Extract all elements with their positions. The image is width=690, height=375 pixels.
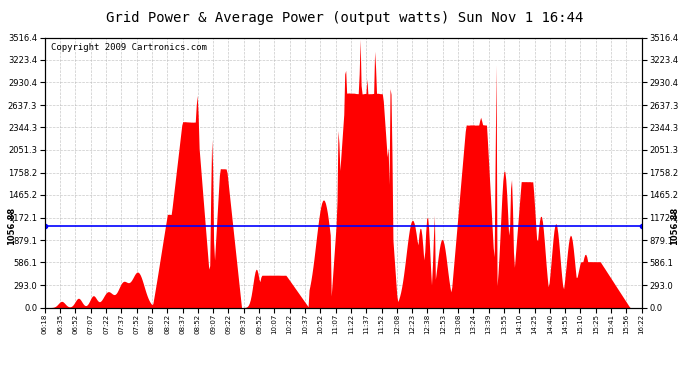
- Text: Grid Power & Average Power (output watts) Sun Nov 1 16:44: Grid Power & Average Power (output watts…: [106, 11, 584, 25]
- Text: Copyright 2009 Cartronics.com: Copyright 2009 Cartronics.com: [51, 43, 207, 52]
- Text: 1056.88: 1056.88: [670, 207, 679, 245]
- Text: 1056.88: 1056.88: [8, 207, 17, 245]
